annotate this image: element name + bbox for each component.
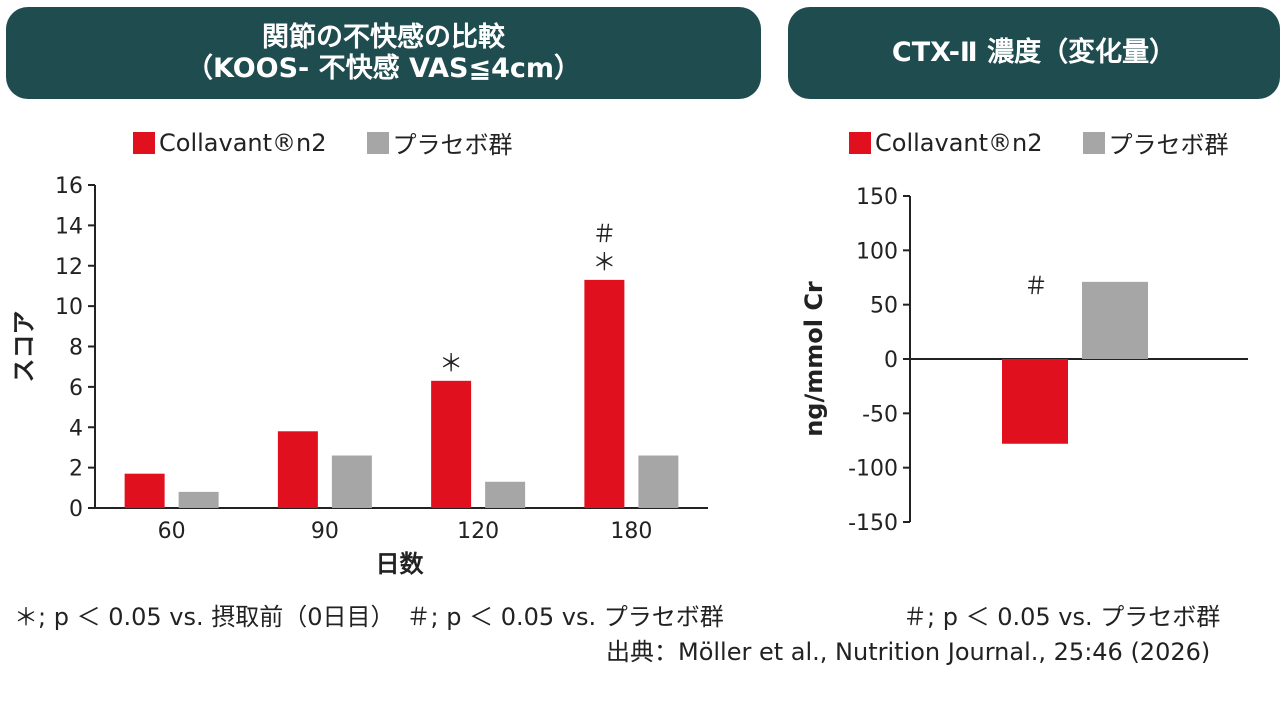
left-chart-header: 関節の不快感の比較 （KOOS- 不快感 VAS≦4cm）: [6, 7, 761, 99]
legend-item-placebo: プラセボ群: [1082, 125, 1229, 160]
right-y-tick-label: -50: [862, 402, 898, 427]
right-y-axis-label: ng/mmol Cr: [800, 281, 828, 437]
right-y-tick-label: -150: [848, 511, 898, 536]
legend-swatch-placebo: [1082, 131, 1105, 154]
legend-swatch-collavant: [849, 131, 871, 154]
source-citation: 出典：Möller et al., Nutrition Journal., 25…: [606, 638, 1211, 666]
left-bar: [431, 380, 472, 508]
right-chart-header: CTX-Ⅱ 濃度（変化量）: [788, 7, 1280, 99]
right-significance-note: ＃; p ＜ 0.05 vs. プラセボ群: [903, 603, 1221, 631]
legend-label-collavant: Collavant®n2: [159, 128, 327, 157]
legend-item-placebo: プラセボ群: [366, 125, 513, 160]
right-significance-mark: ＃: [1024, 272, 1048, 300]
right-y-tick-label: -100: [848, 457, 898, 482]
right-y-tick-label: 50: [870, 294, 898, 319]
left-y-tick-label: 16: [55, 174, 83, 199]
left-bar: [485, 481, 526, 508]
left-significance-note: ＊; p ＜ 0.05 vs. 摂取前（0日目） ＃; p ＜ 0.05 vs.…: [14, 603, 724, 631]
left-y-tick-label: 4: [69, 416, 83, 441]
left-y-tick-label: 0: [69, 497, 83, 522]
left-bar: [331, 455, 372, 508]
right-bar: [1082, 281, 1148, 359]
right-y-tick-label: 100: [856, 239, 898, 264]
left-y-tick-label: 2: [69, 457, 83, 482]
left-significance-mark: ＃: [592, 220, 616, 248]
left-x-tick-label: 90: [311, 519, 339, 544]
left-chart-subtitle: （KOOS- 不快感 VAS≦4cm）: [185, 53, 582, 84]
left-x-tick-label: 60: [158, 519, 186, 544]
left-bar: [178, 491, 219, 508]
right-y-tick-label: 150: [856, 185, 898, 210]
legend-item-collavant: Collavant®n2: [849, 129, 1043, 157]
left-y-tick-label: 10: [55, 295, 83, 320]
right-chart-title: CTX-Ⅱ 濃度（変化量）: [891, 37, 1177, 69]
legend-swatch-placebo: [366, 131, 389, 154]
left-y-tick-label: 6: [69, 376, 83, 401]
left-bar: [277, 431, 318, 508]
legend-label-placebo: プラセボ群: [1108, 131, 1229, 159]
right-y-tick-label: 0: [884, 348, 898, 373]
left-bar: [638, 455, 679, 508]
left-x-tick-label: 120: [457, 519, 499, 544]
left-significance-mark: ＊: [439, 349, 463, 377]
left-y-tick-label: 8: [69, 336, 83, 361]
right-chart-legend: Collavant®n2 プラセボ群: [849, 125, 1269, 160]
legend-label-collavant: Collavant®n2: [875, 128, 1043, 157]
left-x-axis-label: 日数: [376, 550, 425, 578]
left-chart-legend: Collavant®n2 プラセボ群: [133, 125, 553, 160]
legend-swatch-collavant: [133, 131, 155, 154]
right-bar: [1002, 359, 1068, 444]
left-y-tick-label: 14: [55, 214, 83, 239]
left-x-tick-label: 180: [610, 519, 652, 544]
left-significance-mark: ＊: [592, 248, 616, 276]
legend-item-collavant: Collavant®n2: [133, 129, 327, 157]
left-bar: [124, 473, 165, 508]
legend-label-placebo: プラセボ群: [392, 131, 513, 159]
left-y-tick-label: 12: [55, 255, 83, 280]
left-bar: [584, 279, 625, 508]
left-y-axis-label: スコア: [10, 311, 38, 383]
left-chart-title: 関節の不快感の比較: [262, 21, 505, 53]
